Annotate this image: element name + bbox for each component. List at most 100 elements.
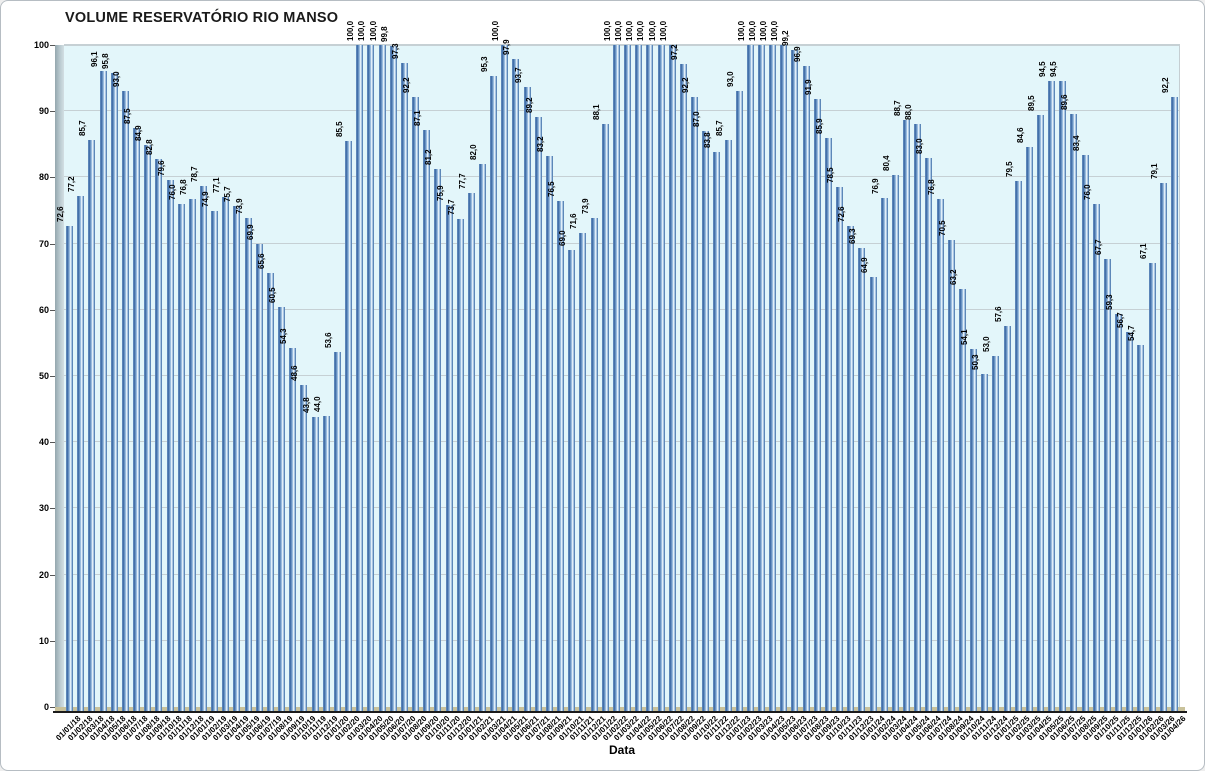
bar-value-label: 48,6 <box>290 365 300 382</box>
bar-value-label: 100,0 <box>647 20 657 41</box>
bar <box>769 45 777 711</box>
y-tick-mark <box>50 707 55 708</box>
gridline <box>64 242 1180 244</box>
y-tick-label: 100 <box>33 40 49 50</box>
bar-value-label: 59,3 <box>1105 294 1115 311</box>
bar-value-label: 82,0 <box>469 144 478 161</box>
bar-value-label: 63,2 <box>948 269 958 285</box>
bar <box>624 45 632 711</box>
bar-value-label: 83,2 <box>535 136 545 153</box>
bar <box>869 277 877 711</box>
bar <box>278 306 286 711</box>
y-tick-mark <box>50 508 55 510</box>
bar-value-label: 94,5 <box>1049 61 1059 78</box>
bar-value-label: 92,2 <box>681 77 691 93</box>
bar-value-label: 83,0 <box>915 137 925 154</box>
bar-value-label: 69,3 <box>848 228 858 245</box>
bar-value-label: 54,3 <box>279 327 289 344</box>
bar <box>1092 203 1100 711</box>
bar <box>545 156 553 711</box>
bar <box>724 139 732 711</box>
bar-value-label: 44,0 <box>312 396 322 412</box>
bar <box>668 45 676 711</box>
bar <box>847 226 855 711</box>
bar <box>735 91 743 711</box>
y-tick-label: 40 <box>38 437 49 448</box>
bar-value-label: 97,9 <box>502 39 512 55</box>
bar-value-label: 99,8 <box>379 26 389 43</box>
bar <box>702 131 710 711</box>
bar <box>244 217 252 711</box>
bar <box>557 200 565 711</box>
bar-value-label: 77,2 <box>67 176 77 192</box>
gridline <box>64 176 1180 178</box>
bar-value-label: 73,9 <box>580 198 590 214</box>
bar <box>311 417 319 711</box>
bar <box>177 203 185 711</box>
bar <box>1103 258 1111 711</box>
bar <box>780 45 788 711</box>
bar <box>200 186 207 711</box>
bar-value-label: 87,5 <box>123 108 133 124</box>
bar <box>1148 262 1156 711</box>
bar <box>947 240 955 711</box>
bar-value-label: 54,7 <box>1127 325 1137 341</box>
bar-value-label: 85,7 <box>714 120 724 136</box>
bar-value-label: 83,4 <box>1071 135 1081 151</box>
y-tick-label: 60 <box>38 304 49 315</box>
bar <box>456 219 464 711</box>
bar-value-label: 75,9 <box>435 184 445 201</box>
bar <box>356 45 364 711</box>
bar <box>1059 81 1067 711</box>
bar-value-label: 43,8 <box>301 397 311 414</box>
bar <box>635 45 643 711</box>
bar <box>568 250 576 711</box>
bar <box>367 45 375 711</box>
bar <box>512 58 520 711</box>
bar-value-label: 76,8 <box>178 179 188 195</box>
gridline <box>64 573 1180 575</box>
y-tick-mark <box>50 309 55 311</box>
bar <box>601 123 609 711</box>
bar-value-label: 50,3 <box>971 354 981 371</box>
bar-value-label: 88,0 <box>904 104 914 121</box>
bar-value-label: 78,5 <box>826 167 836 184</box>
bar <box>523 86 531 711</box>
bar-value-label: 95,8 <box>100 53 110 69</box>
bar-value-label: 76,8 <box>926 179 936 195</box>
y-tick-label: 30 <box>38 503 49 514</box>
bar <box>758 45 765 711</box>
bar-value-label: 76,9 <box>870 178 880 194</box>
bar-value-label: 76,0 <box>1082 184 1092 200</box>
bar <box>802 65 810 711</box>
bar-value-label: 67,7 <box>1093 239 1103 255</box>
bar <box>233 205 241 711</box>
bar-value-label: 94,5 <box>1038 61 1048 78</box>
bar-value-label: 71,6 <box>569 213 579 230</box>
bar <box>400 62 408 711</box>
bar <box>936 198 944 711</box>
bar-value-label: 79,6 <box>156 160 166 177</box>
bar <box>646 45 654 711</box>
gridline <box>64 110 1180 112</box>
bar-value-label: 73,9 <box>234 198 244 214</box>
bar-value-label: 73,7 <box>446 199 456 216</box>
bar <box>612 45 620 711</box>
plot-left-wall <box>55 45 64 711</box>
bar-value-label: 92,2 <box>1160 77 1170 93</box>
bar-value-label: 78,7 <box>190 166 199 183</box>
bar <box>824 138 832 711</box>
bar-value-label: 93,7 <box>513 67 523 83</box>
y-tick-mark <box>50 574 55 576</box>
bar-value-label: 85,9 <box>814 118 824 135</box>
bar-value-label: 72,6 <box>56 206 66 223</box>
bar-value-label: 76,0 <box>167 184 177 200</box>
bar <box>144 144 152 711</box>
bar <box>66 226 74 711</box>
bar-value-label: 88,7 <box>893 100 903 116</box>
bar <box>1137 344 1145 711</box>
bar <box>970 348 978 711</box>
bar <box>133 127 141 711</box>
gridline <box>64 44 1180 45</box>
bar-value-label: 100,0 <box>736 20 746 41</box>
